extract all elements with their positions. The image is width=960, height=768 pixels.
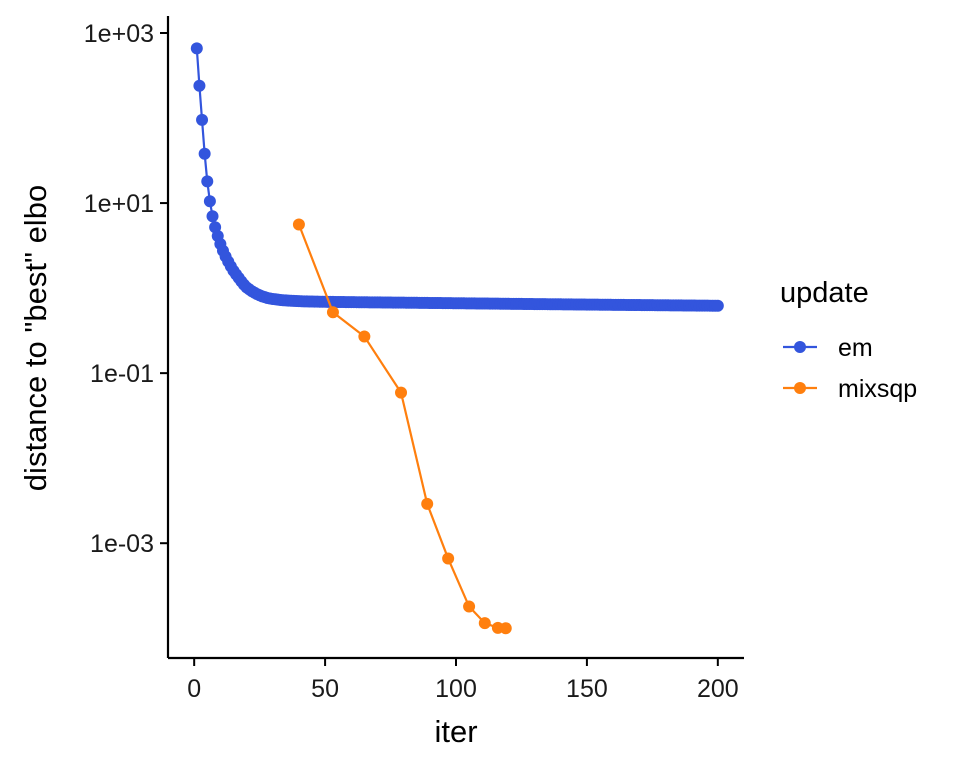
data-point-mixsqp <box>421 497 434 510</box>
data-point-em <box>196 113 209 126</box>
data-point-em <box>198 147 211 160</box>
y-tick-label: 1e-01 <box>90 360 154 388</box>
y-tick-label: 1e+03 <box>84 20 154 48</box>
x-axis: 0 50 100 150 200 <box>168 656 744 703</box>
legend-label-mixsqp: mixsqp <box>838 375 917 403</box>
legend-key-mixsqp-point <box>794 382 806 394</box>
x-tick-label: 150 <box>566 675 608 703</box>
series-mixsqp <box>292 218 512 635</box>
legend-key-em-point <box>794 341 806 353</box>
data-point-mixsqp <box>463 600 476 613</box>
data-point-em <box>190 42 203 55</box>
series-line-em <box>195 48 718 307</box>
data-point-mixsqp <box>442 552 455 565</box>
x-tick-label: 50 <box>311 675 339 703</box>
x-tick-label: 200 <box>697 675 739 703</box>
data-point-em <box>711 299 724 312</box>
x-tick-label: 100 <box>435 675 477 703</box>
data-point-em <box>203 195 216 208</box>
data-point-em <box>193 79 206 92</box>
x-axis-title: iter <box>434 714 477 749</box>
data-point-mixsqp <box>395 386 408 399</box>
data-point-mixsqp <box>499 622 512 635</box>
y-axis: 1e+03 1e+01 1e-01 1e-03 <box>84 16 170 658</box>
data-point-mixsqp <box>358 330 371 343</box>
data-point-mixsqp <box>478 617 491 630</box>
legend-label-em: em <box>838 334 873 362</box>
y-tick-label: 1e-03 <box>90 530 154 558</box>
legend-title: update <box>780 277 869 309</box>
legend: update em mixsqp <box>780 277 917 403</box>
data-point-em <box>201 175 214 188</box>
data-point-mixsqp <box>292 218 305 231</box>
plot-area <box>190 42 724 635</box>
data-point-em <box>206 210 219 223</box>
y-tick-label: 1e+01 <box>84 190 154 218</box>
data-point-mixsqp <box>326 306 339 319</box>
x-tick-label: 0 <box>187 675 201 703</box>
series-em <box>190 42 724 312</box>
y-axis-title: distance to "best" elbo <box>18 185 53 491</box>
series-line-mixsqp <box>297 224 506 630</box>
